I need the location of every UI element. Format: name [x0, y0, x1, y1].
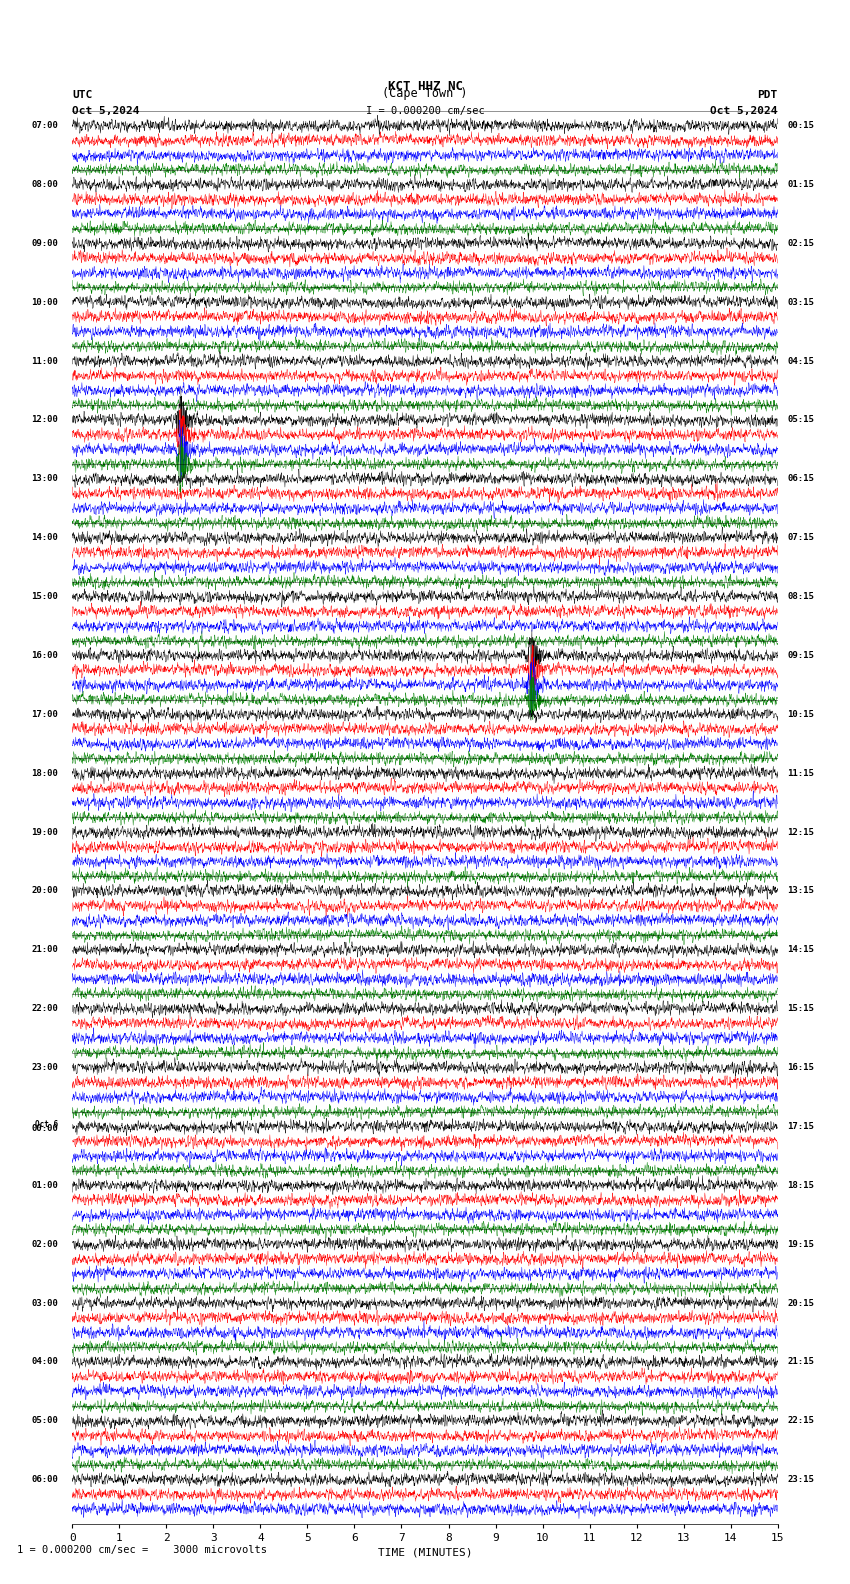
Text: 09:15: 09:15 — [787, 651, 814, 661]
Text: 01:15: 01:15 — [787, 181, 814, 188]
Text: 06:00: 06:00 — [31, 1475, 58, 1484]
Text: 08:15: 08:15 — [787, 592, 814, 600]
Text: 13:15: 13:15 — [787, 887, 814, 895]
Text: 11:00: 11:00 — [31, 356, 58, 366]
Text: 00:15: 00:15 — [787, 120, 814, 130]
Text: Oct 5,2024: Oct 5,2024 — [711, 106, 778, 116]
Text: 10:15: 10:15 — [787, 710, 814, 719]
Text: (Cape Town ): (Cape Town ) — [382, 87, 468, 100]
Text: 03:00: 03:00 — [31, 1299, 58, 1307]
Text: 15:00: 15:00 — [31, 592, 58, 600]
Text: 02:00: 02:00 — [31, 1240, 58, 1248]
Text: 14:15: 14:15 — [787, 946, 814, 954]
Text: 21:15: 21:15 — [787, 1357, 814, 1367]
Text: Oct 5,2024: Oct 5,2024 — [72, 106, 139, 116]
Text: 19:15: 19:15 — [787, 1240, 814, 1248]
Text: 11:15: 11:15 — [787, 768, 814, 778]
Text: 04:15: 04:15 — [787, 356, 814, 366]
Text: 13:00: 13:00 — [31, 474, 58, 483]
Text: PDT: PDT — [757, 90, 778, 100]
Text: KCT HHZ NC: KCT HHZ NC — [388, 79, 462, 92]
Text: 14:00: 14:00 — [31, 534, 58, 542]
Text: 16:00: 16:00 — [31, 651, 58, 661]
Text: 02:15: 02:15 — [787, 239, 814, 247]
Text: 09:00: 09:00 — [31, 239, 58, 247]
Text: 03:15: 03:15 — [787, 298, 814, 307]
Text: 17:15: 17:15 — [787, 1121, 814, 1131]
Text: 17:00: 17:00 — [31, 710, 58, 719]
Text: 00:00: 00:00 — [31, 1125, 58, 1133]
Text: 05:15: 05:15 — [787, 415, 814, 425]
Text: 07:00: 07:00 — [31, 120, 58, 130]
X-axis label: TIME (MINUTES): TIME (MINUTES) — [377, 1548, 473, 1557]
Text: 22:15: 22:15 — [787, 1416, 814, 1426]
Text: 08:00: 08:00 — [31, 181, 58, 188]
Text: 18:15: 18:15 — [787, 1180, 814, 1190]
Text: 18:00: 18:00 — [31, 768, 58, 778]
Text: 10:00: 10:00 — [31, 298, 58, 307]
Text: I = 0.000200 cm/sec: I = 0.000200 cm/sec — [366, 106, 484, 116]
Text: Oct 6: Oct 6 — [35, 1120, 58, 1129]
Text: 07:15: 07:15 — [787, 534, 814, 542]
Text: 12:00: 12:00 — [31, 415, 58, 425]
Text: 12:15: 12:15 — [787, 827, 814, 836]
Text: 22:00: 22:00 — [31, 1004, 58, 1014]
Text: 21:00: 21:00 — [31, 946, 58, 954]
Text: 04:00: 04:00 — [31, 1357, 58, 1367]
Text: 23:15: 23:15 — [787, 1475, 814, 1484]
Text: 16:15: 16:15 — [787, 1063, 814, 1072]
Text: 23:00: 23:00 — [31, 1063, 58, 1072]
Text: UTC: UTC — [72, 90, 93, 100]
Text: 05:00: 05:00 — [31, 1416, 58, 1426]
Text: 06:15: 06:15 — [787, 474, 814, 483]
Text: 15:15: 15:15 — [787, 1004, 814, 1014]
Text: 19:00: 19:00 — [31, 827, 58, 836]
Text: 20:15: 20:15 — [787, 1299, 814, 1307]
Text: 20:00: 20:00 — [31, 887, 58, 895]
Text: 01:00: 01:00 — [31, 1180, 58, 1190]
Text: 1 = 0.000200 cm/sec =    3000 microvolts: 1 = 0.000200 cm/sec = 3000 microvolts — [17, 1546, 267, 1555]
